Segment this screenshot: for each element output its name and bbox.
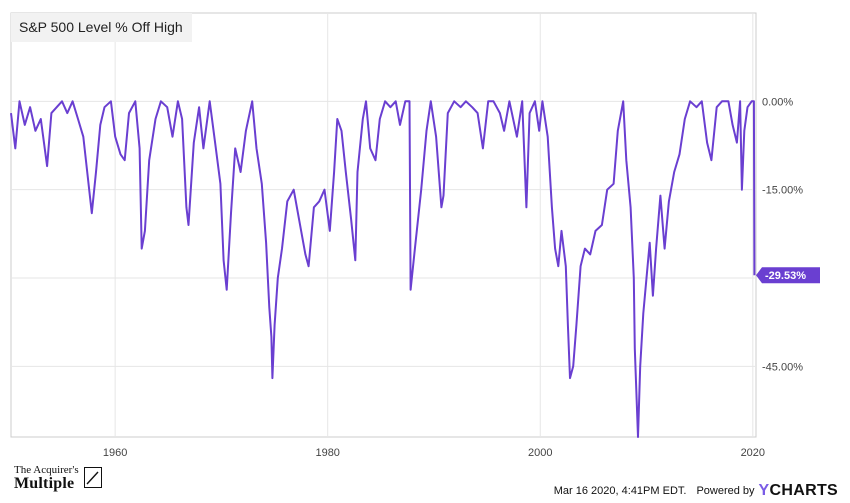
x-tick-label: 1980 <box>315 447 339 459</box>
y-axis-labels: 0.00%-15.00%-30.00%-45.00% <box>762 96 803 373</box>
x-tick-label: 2020 <box>741 447 765 459</box>
grid <box>11 13 756 437</box>
logo-line-2: Multiple <box>14 475 75 492</box>
last-value-marker: -29.53% <box>756 267 820 284</box>
chart-legend: S&P 500 Level % Off High <box>11 13 192 42</box>
series-layer <box>10 100 756 438</box>
x-axis-labels: 1960 1980 2000 2020 <box>103 447 765 459</box>
powered-by-label: Powered by <box>696 485 755 497</box>
ycharts-logo[interactable]: Y CHARTS <box>759 482 838 500</box>
logo-line-1: The Acquirer's <box>14 464 79 476</box>
y-tick-label: 0.00% <box>762 96 793 108</box>
y-tick-label: -15.00% <box>762 185 803 197</box>
last-value-badge <box>756 267 820 284</box>
last-value-label: -29.53% <box>765 270 806 282</box>
chart-footer: Mar 16 2020, 4:41PM EDT. Powered by Y CHA… <box>554 482 838 500</box>
x-tick-label: 2000 <box>528 447 552 459</box>
ycharts-wordmark: CHARTS <box>769 482 838 499</box>
logo-box-icon <box>84 467 102 488</box>
x-tick-label: 1960 <box>103 447 127 459</box>
ycharts-y-letter: Y <box>758 482 770 499</box>
chart-title: S&P 500 Level % Off High <box>19 19 183 35</box>
series-line <box>10 100 756 438</box>
plot-area <box>10 12 757 438</box>
timestamp: Mar 16 2020, 4:41PM EDT. <box>553 485 687 497</box>
y-tick-label: -45.00% <box>762 361 803 373</box>
